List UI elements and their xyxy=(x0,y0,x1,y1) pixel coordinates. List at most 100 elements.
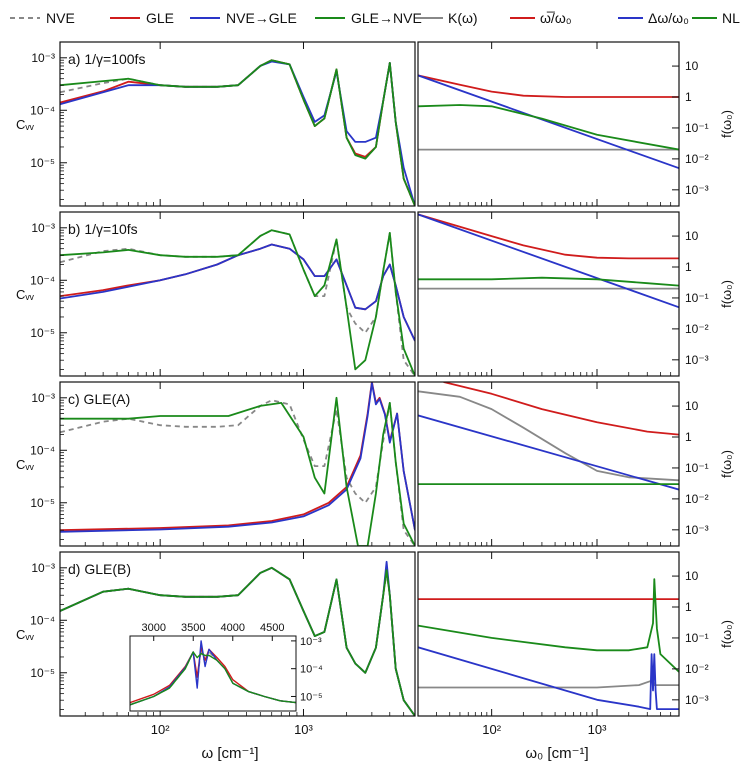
series-line xyxy=(418,414,679,491)
series-group xyxy=(418,382,679,491)
series-line xyxy=(60,243,415,342)
plot-frame xyxy=(417,551,680,717)
left-panel: 10⁻³ 10⁻⁴ 10⁻⁵ b) 1/γ=10fs Cᵥᵥ xyxy=(16,211,416,377)
y-tick-label: 10 xyxy=(685,399,699,413)
series-group xyxy=(418,213,679,309)
y-tick-label: 10⁻⁵ xyxy=(30,156,55,170)
inset-panel: 3000 3500 4000 4500 10⁻³ 10⁻⁴ 10⁻⁵ xyxy=(129,622,323,712)
y-tick-label: 10⁻³ xyxy=(31,391,55,405)
legend-label: NL xyxy=(722,10,740,26)
panels: 10⁻³ 10⁻⁴ 10⁻⁵ a) 1/γ=100fs Cᵥᵥ 10⁻³ 10⁻⁴ 10⁻⁵ b… xyxy=(16,41,734,737)
y-tick-label: 10⁻⁴ xyxy=(30,273,55,287)
y-tick-label: 1 xyxy=(685,430,692,444)
left-y-axis-label: Cᵥᵥ xyxy=(16,457,35,472)
left-panel: 10⁻³ 10⁻⁴ 10⁻⁵ c) GLE(A) Cᵥᵥ xyxy=(16,381,416,547)
series-group xyxy=(418,578,679,711)
series-line xyxy=(60,229,415,376)
plot-frame xyxy=(59,551,416,717)
series-line xyxy=(443,382,679,436)
y-tick-label: 10⁻⁴ xyxy=(30,103,55,117)
plot-frame xyxy=(417,381,680,547)
series-line xyxy=(418,104,679,151)
series-group xyxy=(418,74,679,170)
series-line xyxy=(418,276,679,287)
y-tick-label: 10⁻³ xyxy=(31,561,55,575)
x-tick-label: 10² xyxy=(151,722,170,737)
y-tick-label: 10 xyxy=(685,229,699,243)
right-panel: 10² 10³ 10 1 10⁻¹ 10⁻² 10⁻³ f(ω₀) xyxy=(417,551,734,737)
legend-right: K(ω) ω̅/ω₀ Δω/ω₀ NL xyxy=(418,10,740,26)
right-panel: 10 1 10⁻¹ 10⁻² 10⁻³ f(ω₀) xyxy=(417,41,734,207)
right-y-axis-label: f(ω₀) xyxy=(719,620,734,648)
right-x-axis-label: ω₀ [cm⁻¹] xyxy=(525,745,588,762)
series-group xyxy=(60,229,415,376)
y-tick-label: 10 xyxy=(685,59,699,73)
series-group xyxy=(60,560,415,716)
plot-background xyxy=(60,42,415,206)
legend-label: K(ω) xyxy=(448,10,478,26)
left-panel: 10⁻³ 10⁻⁴ 10⁻⁵ a) 1/γ=100fs Cᵥᵥ xyxy=(16,41,416,207)
plot-frame xyxy=(59,381,416,547)
panel-title: a) 1/γ=100fs xyxy=(68,51,145,67)
y-tick-label: 10⁻¹ xyxy=(685,461,709,475)
panel-title: c) GLE(A) xyxy=(68,391,130,407)
right-y-axis-label: f(ω₀) xyxy=(719,110,734,138)
series-line xyxy=(418,74,679,170)
legend-entry: ω̅/ω₀ xyxy=(510,10,572,26)
plot-background xyxy=(418,552,679,716)
y-tick-label: 10⁻⁵ xyxy=(30,496,55,510)
series-group xyxy=(60,382,415,546)
inset-frame xyxy=(129,635,297,712)
inset-background xyxy=(130,636,296,711)
y-tick-label: 10⁻² xyxy=(685,322,709,336)
inset-x-tick-label: 4000 xyxy=(221,622,245,634)
plot-background xyxy=(418,382,679,546)
left-x-axis-label: ω [cm⁻¹] xyxy=(201,745,258,762)
right-panel: 10 1 10⁻¹ 10⁻² 10⁻³ f(ω₀) xyxy=(417,381,734,547)
legend-label: GLE xyxy=(146,10,174,26)
y-tick-label: 10⁻³ xyxy=(31,221,55,235)
y-tick-label: 10⁻¹ xyxy=(685,631,709,645)
y-tick-label: 10⁻² xyxy=(685,152,709,166)
series-line xyxy=(60,399,415,546)
x-tick-label: 10³ xyxy=(294,722,313,737)
legend-left: NVE GLE NVE→GLE GLE→NVE xyxy=(10,10,422,26)
y-tick-label: 10⁻⁵ xyxy=(30,666,55,680)
series-group xyxy=(130,640,296,706)
left-y-axis-label: Cᵥᵥ xyxy=(16,287,35,302)
inset-y-tick-label: 10⁻⁵ xyxy=(300,691,323,703)
inset-y-tick-label: 10⁻³ xyxy=(300,636,322,648)
legend-entry: NL xyxy=(692,10,740,26)
series-line xyxy=(418,74,679,98)
series-line xyxy=(60,59,415,206)
left-y-axis-label: Cᵥᵥ xyxy=(16,627,35,642)
plot-frame xyxy=(59,211,416,377)
plot-background xyxy=(418,212,679,376)
legend-label: NVE→GLE xyxy=(226,10,297,26)
plot-frame xyxy=(59,41,416,207)
series-line xyxy=(418,213,679,309)
left-y-axis-label: Cᵥᵥ xyxy=(16,117,35,132)
plot-background xyxy=(60,212,415,376)
y-tick-label: 10⁻⁵ xyxy=(30,326,55,340)
y-tick-label: 10⁻⁴ xyxy=(30,613,55,627)
legend-label: NVE xyxy=(46,10,75,26)
y-tick-label: 10⁻¹ xyxy=(685,291,709,305)
legend-entry: NVE→GLE xyxy=(190,10,297,26)
y-tick-label: 10⁻¹ xyxy=(685,121,709,135)
legend-entry: K(ω) xyxy=(418,10,478,26)
y-tick-label: 10⁻³ xyxy=(685,523,709,537)
y-tick-label: 10⁻² xyxy=(685,662,709,676)
plot-frame xyxy=(417,41,680,207)
plot-frame xyxy=(417,211,680,377)
inset-x-tick-label: 3500 xyxy=(181,622,205,634)
y-tick-label: 10⁻³ xyxy=(685,353,709,367)
series-group xyxy=(60,59,415,206)
inset-x-tick-label: 3000 xyxy=(141,622,165,634)
legend-entry: GLE xyxy=(110,10,174,26)
y-tick-label: 10⁻⁴ xyxy=(30,443,55,457)
inset-y-tick-label: 10⁻⁴ xyxy=(300,664,323,676)
y-tick-label: 10⁻³ xyxy=(685,693,709,707)
x-tick-label: 10³ xyxy=(588,722,607,737)
